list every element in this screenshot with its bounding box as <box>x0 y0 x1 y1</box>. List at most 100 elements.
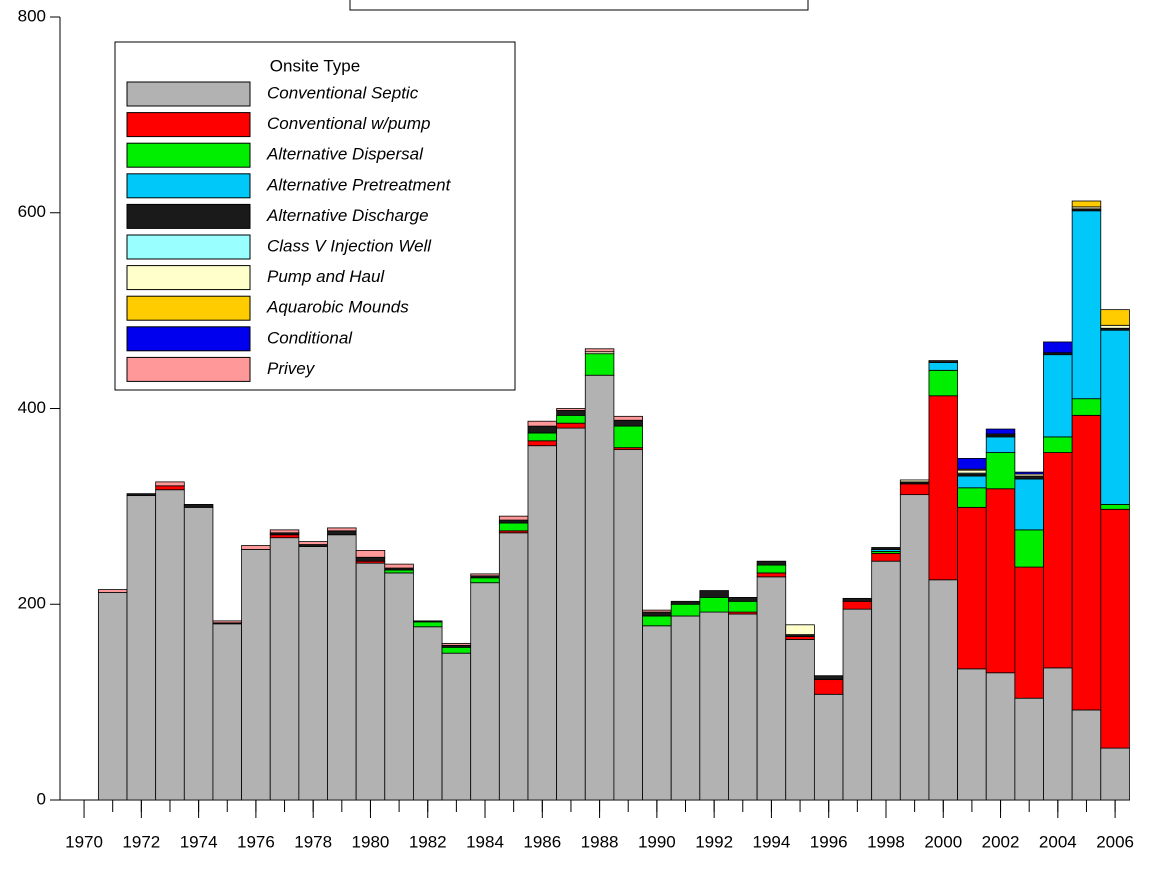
bar-segment <box>957 469 987 474</box>
bar-segment <box>527 432 558 442</box>
bar-segment <box>1014 471 1044 475</box>
bar-segment <box>584 348 615 353</box>
x-tick-label: 2004 <box>1039 832 1077 851</box>
x-tick-label: 1980 <box>352 832 390 851</box>
bar-segment <box>498 522 529 532</box>
bar-segment <box>1100 309 1130 326</box>
bar-segment <box>928 579 958 801</box>
bar-segment <box>1014 697 1044 801</box>
legend-title: Onsite Type <box>270 56 360 75</box>
y-tick-label: 200 <box>18 594 46 613</box>
bar-segment <box>1043 452 1073 669</box>
bar-segment <box>813 679 844 695</box>
bar-segment <box>613 425 643 449</box>
y-tick-label: 400 <box>18 398 46 417</box>
bar-segment <box>556 422 586 429</box>
bar-segment <box>498 515 529 521</box>
x-tick-label: 1984 <box>466 832 504 851</box>
bar-segment <box>785 624 815 635</box>
bar-segment <box>985 488 1016 674</box>
bar-segment <box>613 449 643 801</box>
bar-segment <box>813 693 844 801</box>
legend-label: Conventional w/pump <box>267 114 430 133</box>
x-tick-label: 2000 <box>924 832 962 851</box>
bar-segment <box>413 621 443 628</box>
legend-swatch <box>126 326 251 352</box>
legend-label: Alternative Pretreatment <box>266 175 452 194</box>
bar-segment <box>527 440 558 447</box>
bar-segment <box>155 485 185 491</box>
bar-segment <box>985 436 1016 453</box>
bar-segment <box>441 646 472 654</box>
y-tick-label: 600 <box>18 202 46 221</box>
bar-segment <box>1100 504 1130 510</box>
bar-segment <box>413 620 443 623</box>
bar-segment <box>642 609 672 613</box>
bar-segment <box>928 360 958 362</box>
bar-segment <box>97 589 128 593</box>
bar-segment <box>813 675 844 681</box>
bar-segment <box>1071 709 1102 801</box>
bar-segment <box>871 560 901 801</box>
bar-segment <box>899 483 930 496</box>
legend-swatch <box>126 173 251 199</box>
legend-label: Pump and Haul <box>267 267 385 286</box>
bar-segment <box>670 600 701 605</box>
bar-segment <box>126 495 157 801</box>
bar-segment <box>355 562 386 801</box>
bar-segment <box>241 549 271 801</box>
bar-segment <box>1100 508 1130 749</box>
bar-segment <box>957 475 987 489</box>
bar-segment <box>1014 478 1044 531</box>
bar-segment <box>584 353 615 376</box>
bar-segment <box>642 611 672 617</box>
x-tick-label: 1982 <box>409 832 447 851</box>
bar-segment <box>899 479 930 483</box>
bar-segment <box>1100 324 1130 329</box>
bar-segment <box>1043 436 1073 453</box>
legend-swatch <box>126 142 251 168</box>
bar-segment <box>1043 667 1073 801</box>
bar-segment <box>212 623 242 801</box>
bar-segment <box>899 494 930 801</box>
y-tick-label: 800 <box>18 6 46 25</box>
x-tick-label: 1998 <box>867 832 905 851</box>
bar-segment <box>97 592 128 801</box>
bar-segment <box>355 556 386 562</box>
bar-segment <box>1071 200 1102 208</box>
x-tick-label: 1978 <box>294 832 332 851</box>
legend-swatch <box>126 81 251 107</box>
bar-segment <box>756 572 787 578</box>
bar-segment <box>527 445 558 801</box>
bar-segment <box>756 576 787 801</box>
bar-segment <box>985 428 1016 435</box>
x-tick-label: 1990 <box>638 832 676 851</box>
bar-segment <box>527 425 558 434</box>
bar-segment <box>269 529 300 534</box>
legend-swatch <box>126 234 251 260</box>
bar-segment <box>327 527 357 532</box>
bar-segment <box>871 552 901 562</box>
legend-swatch <box>126 203 251 229</box>
bar-segment <box>470 577 500 584</box>
bar-segment <box>699 590 729 598</box>
bar-segment <box>327 534 357 801</box>
bar-segment <box>642 615 672 627</box>
bar-segment <box>384 563 414 569</box>
bar-segment <box>269 534 300 539</box>
x-tick-label: 1974 <box>180 832 218 851</box>
bar-segment <box>470 573 500 577</box>
bar-segment <box>957 668 987 801</box>
bar-segment <box>842 597 873 602</box>
bar-segment <box>126 493 157 497</box>
legend-swatch <box>126 356 251 382</box>
bar-segment <box>498 532 529 801</box>
bar-segment <box>527 420 558 427</box>
bar-segment <box>155 481 185 487</box>
bar-segment <box>1043 341 1073 354</box>
legend: Onsite Type Conventional Septic Convention… <box>114 41 516 391</box>
x-tick-label: 1988 <box>581 832 619 851</box>
x-tick-label: 2002 <box>982 832 1020 851</box>
bar-segment <box>355 550 386 558</box>
